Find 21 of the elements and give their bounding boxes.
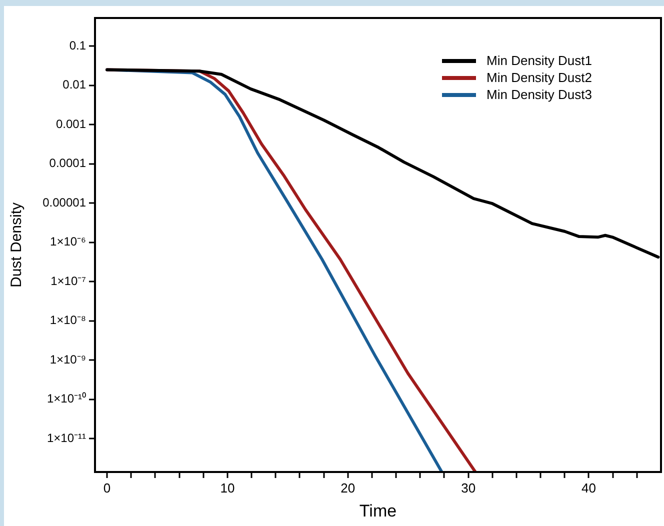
y-tick-label: 0.00001 — [42, 195, 86, 210]
y-axis-title: Dust Density — [8, 202, 26, 288]
x-axis-title: Time — [359, 501, 397, 520]
y-tick-label: 0.1 — [69, 38, 86, 52]
x-tick-label: 10 — [220, 480, 235, 496]
y-tick-label: 1×10⁻¹¹ — [46, 430, 86, 445]
y-tick-label: 0.0001 — [49, 156, 86, 170]
y-tick-label: 0.001 — [56, 116, 86, 131]
x-tick-label: 20 — [340, 480, 356, 496]
legend-label: Min Density Dust1 — [486, 53, 592, 68]
y-tick-label: 0.01 — [62, 78, 86, 92]
legend-label: Min Density Dust3 — [486, 87, 592, 102]
x-tick-label: 30 — [461, 480, 476, 496]
y-tick-label: 1×10⁻⁶ — [50, 234, 86, 249]
y-tick-label: 1×10⁻¹⁰ — [46, 392, 86, 406]
x-tick-label: 40 — [582, 480, 596, 496]
y-tick-label: 1×10⁻⁸ — [50, 313, 86, 328]
y-tick-label: 1×10⁻⁹ — [50, 352, 86, 366]
legend-label: Min Density Dust2 — [486, 70, 592, 85]
x-tick-label: 0 — [103, 480, 111, 496]
y-tick-label: 1×10⁻⁷ — [50, 274, 86, 288]
